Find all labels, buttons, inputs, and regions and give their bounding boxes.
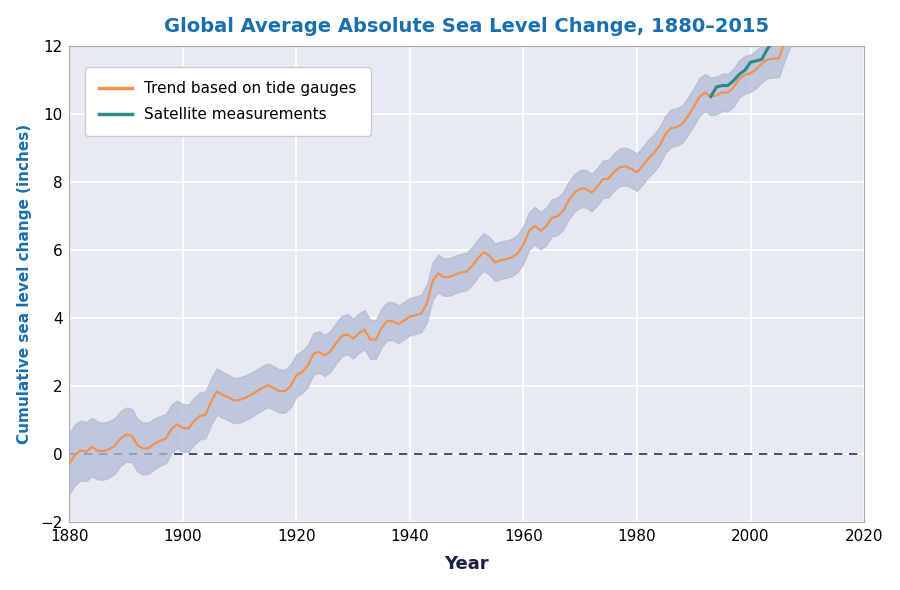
Legend: Trend based on tide gauges, Satellite measurements: Trend based on tide gauges, Satellite me… (85, 67, 371, 136)
Title: Global Average Absolute Sea Level Change, 1880–2015: Global Average Absolute Sea Level Change… (164, 17, 770, 35)
Y-axis label: Cumulative sea level change (inches): Cumulative sea level change (inches) (17, 124, 32, 444)
X-axis label: Year: Year (445, 555, 489, 573)
